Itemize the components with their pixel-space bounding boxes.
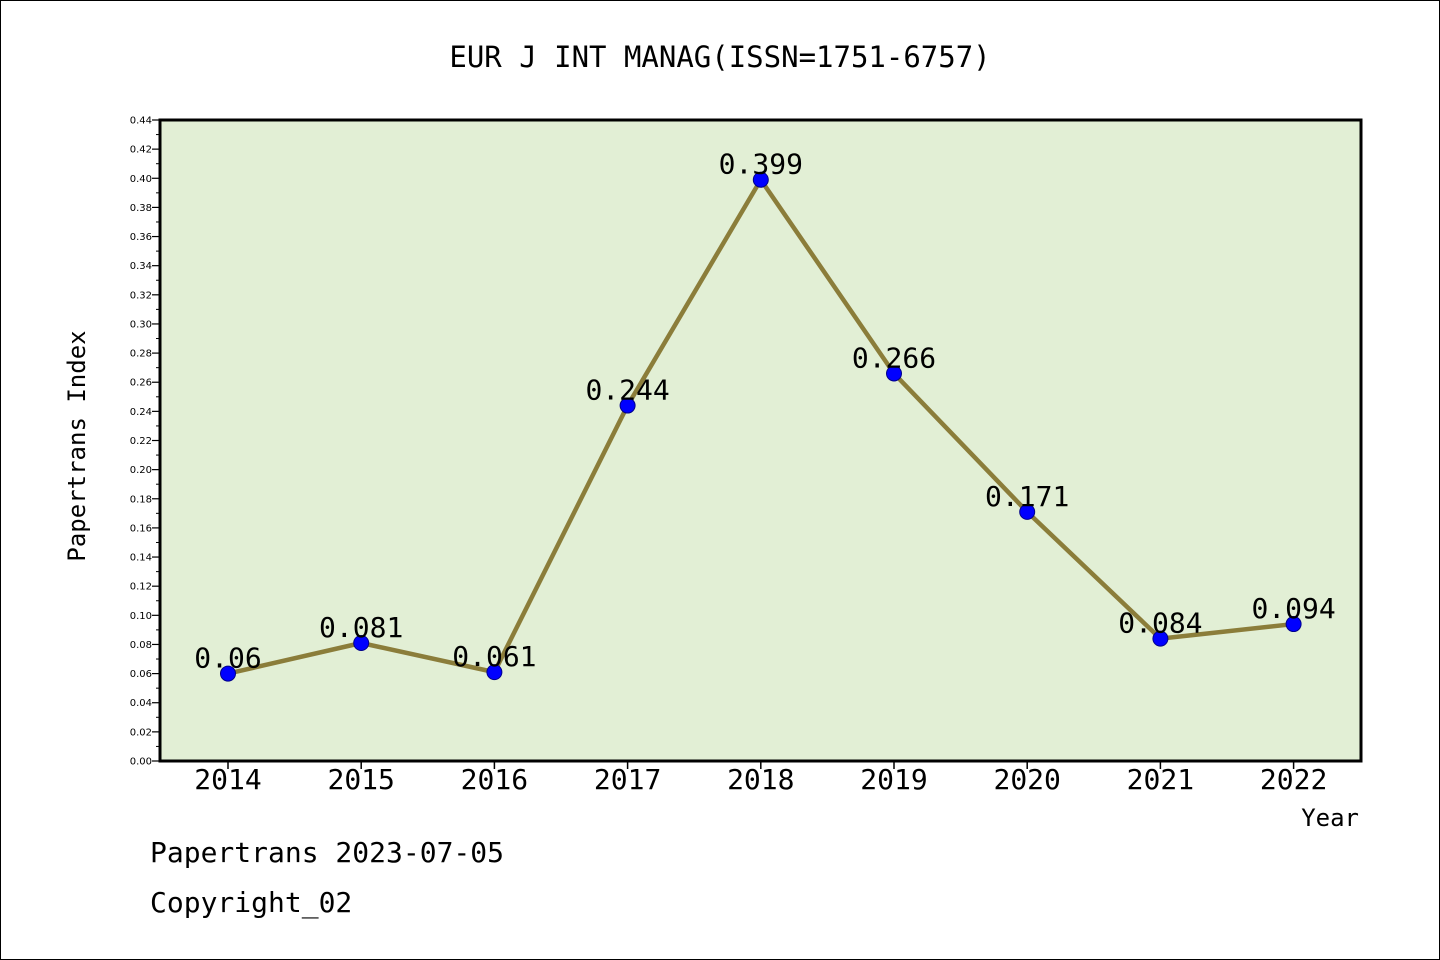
data-point [886, 365, 902, 382]
y-tick-label: 0.24 [130, 407, 152, 418]
data-label: 0.06 [194, 642, 261, 675]
data-point [1152, 630, 1169, 647]
x-tick-label: 2022 [1260, 763, 1327, 796]
data-label: 0.061 [452, 640, 536, 673]
chart-title: EUR J INT MANAG(ISSN=1751-6757) [449, 40, 990, 74]
data-point [486, 664, 503, 681]
data-label: 0.399 [719, 148, 803, 181]
x-tick-label: 2015 [327, 763, 394, 796]
x-tick-label: 2017 [594, 763, 661, 796]
data-point [1285, 616, 1302, 633]
x-axis-label: Year [1301, 804, 1359, 832]
data-label: 0.081 [319, 611, 403, 644]
y-tick-label: 0.22 [130, 436, 152, 447]
y-tick-label: 0.10 [130, 611, 152, 622]
y-tick-label: 0.12 [130, 582, 152, 593]
y-tick-label: 0.44 [130, 116, 152, 127]
y-axis: 0.00 0.02 0.04 0.06 0.08 0.10 0.12 0.14 0.16 0.18… [130, 116, 160, 768]
x-tick-label: 2020 [993, 763, 1060, 796]
y-tick-label: 0.20 [130, 465, 152, 476]
footer-copyright: Copyright_02 [150, 886, 353, 919]
x-tick-label: 2019 [860, 763, 927, 796]
series-layer: 0.06 0.081 0.061 0.244 0.399 0.266 0.171 0.084 0… [194, 148, 1336, 682]
x-axis: 2014 2015 2016 2017 2018 2019 2020 2021 2022 [194, 761, 1327, 796]
y-tick-label: 0.32 [130, 290, 152, 301]
x-tick-label: 2018 [727, 763, 794, 796]
y-tick-label: 0.38 [130, 203, 152, 214]
y-tick-label: 0.16 [130, 523, 152, 534]
plot-area [160, 120, 1361, 761]
y-tick-label: 0.42 [130, 145, 152, 156]
data-point [353, 634, 370, 651]
y-tick-label: 0.06 [130, 669, 152, 680]
data-label: 0.084 [1118, 607, 1202, 640]
y-tick-label: 0.18 [130, 494, 152, 505]
x-tick-label: 2014 [194, 763, 261, 796]
data-point [220, 665, 236, 682]
data-label: 0.244 [585, 374, 669, 407]
data-point [1019, 503, 1036, 520]
y-tick-label: 0.30 [130, 319, 152, 330]
data-label: 0.266 [852, 341, 936, 374]
y-tick-label: 0.08 [130, 640, 152, 651]
y-tick-label: 0.40 [130, 174, 152, 185]
data-point [619, 397, 636, 414]
y-tick-label: 0.26 [130, 378, 152, 389]
y-axis-label: Papertrans Index [63, 330, 91, 561]
x-tick-label: 2016 [461, 763, 528, 796]
footer-date: Papertrans 2023-07-05 [150, 836, 505, 869]
data-label: 0.171 [985, 480, 1069, 513]
y-tick-label: 0.00 [130, 757, 152, 768]
plot-border [158, 118, 1363, 763]
y-tick-label: 0.36 [130, 232, 152, 243]
data-label: 0.094 [1251, 592, 1335, 625]
data-point [752, 171, 769, 188]
y-tick-label: 0.34 [130, 261, 152, 272]
y-tick-label: 0.14 [130, 553, 152, 564]
y-tick-label: 0.02 [130, 727, 152, 738]
x-tick-label: 2021 [1127, 763, 1194, 796]
y-tick-label: 0.28 [130, 349, 152, 360]
y-tick-label: 0.04 [130, 698, 152, 709]
